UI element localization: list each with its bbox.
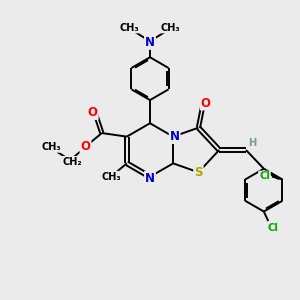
Text: CH₃: CH₃ [101,172,121,182]
Text: CH₃: CH₃ [161,22,181,32]
Text: N: N [145,36,155,49]
Text: O: O [80,140,91,153]
Text: O: O [201,97,211,110]
Text: CH₂: CH₂ [62,157,82,167]
Text: CH₃: CH₃ [119,22,139,32]
Text: CH₃: CH₃ [41,142,61,152]
Text: Cl: Cl [259,172,270,182]
Text: N: N [145,172,155,185]
Text: O: O [88,106,98,119]
Text: S: S [194,166,203,179]
Text: H: H [248,139,256,148]
Text: Cl: Cl [267,223,278,233]
Text: N: N [170,130,180,143]
